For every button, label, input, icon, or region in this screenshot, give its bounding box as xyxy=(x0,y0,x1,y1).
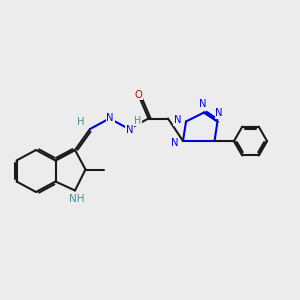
Text: H: H xyxy=(134,116,141,126)
Text: N: N xyxy=(174,115,181,125)
Text: N: N xyxy=(215,108,223,118)
Text: NH: NH xyxy=(69,194,84,205)
Text: N: N xyxy=(171,137,178,148)
Text: N: N xyxy=(126,124,133,135)
Text: N: N xyxy=(106,113,114,123)
Text: O: O xyxy=(134,89,142,100)
Text: H: H xyxy=(77,117,85,128)
Text: N: N xyxy=(199,99,206,109)
